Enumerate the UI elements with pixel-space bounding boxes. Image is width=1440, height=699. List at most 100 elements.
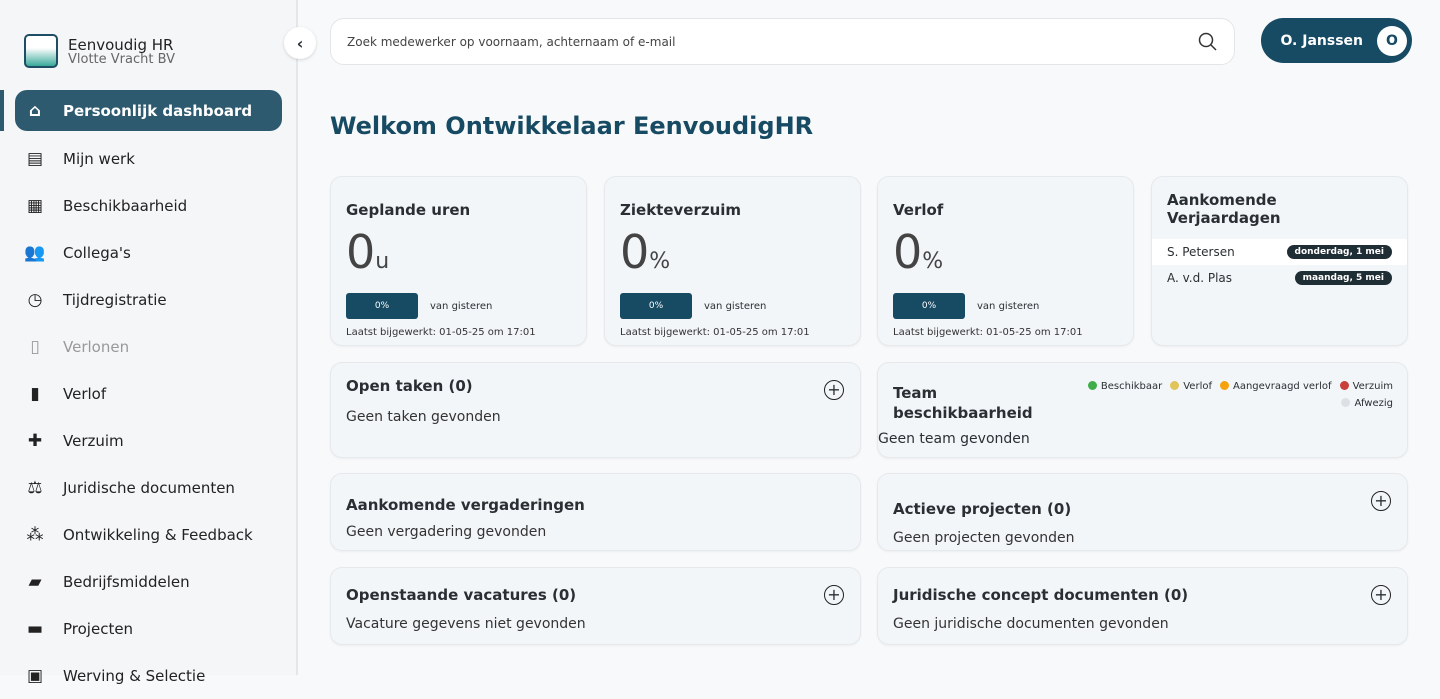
legend-label: Verlof — [1183, 381, 1212, 392]
stat-value-row: 0% — [620, 227, 845, 287]
home-icon: ⌂ — [28, 100, 42, 121]
birthday-item: A. v.d. Plas maandag, 5 mei — [1152, 265, 1407, 291]
sidebar-item-verzuim[interactable]: ✚ Verzuim — [15, 417, 282, 464]
sidebar-item-label: Projecten — [63, 619, 134, 638]
vacancies-card: Openstaande vacatures (0) + Vacature geg… — [330, 567, 861, 645]
birthday-name: A. v.d. Plas — [1167, 271, 1233, 285]
briefcase-icon: ▣ — [26, 665, 44, 686]
stat-change-row: 0% van gisteren — [346, 293, 571, 319]
sidebar-item-tijdregistratie[interactable]: ◷ Tijdregistratie — [15, 276, 282, 323]
birthdays-title: Aankomende Verjaardagen — [1167, 191, 1281, 227]
search-placeholder: Zoek medewerker op voornaam, achternaam … — [347, 34, 676, 49]
card-title: Open taken (0) — [346, 377, 473, 395]
sidebar-item-label: Mijn werk — [63, 149, 135, 168]
sidebar-item-label: Juridische documenten — [63, 478, 235, 497]
page-title: Welkom Ontwikkelaar EenvoudigHR — [330, 112, 814, 140]
stat-title: Ziekteverzuim — [620, 201, 742, 219]
sidebar-item-ontwikkeling-feedback[interactable]: ⁂ Ontwikkeling & Feedback — [15, 511, 282, 558]
chevron-left-icon: ‹ — [296, 33, 304, 53]
calendar-icon: ▦ — [26, 195, 44, 216]
stat-value: 0 — [893, 225, 923, 279]
card-title: Openstaande vacatures (0) — [346, 586, 577, 604]
sidebar-item-label: Werving & Selectie — [63, 666, 206, 685]
user-menu-button[interactable]: O. Janssen O — [1261, 18, 1412, 63]
add-task-button[interactable]: + — [824, 380, 844, 400]
team-availability-card: Team beschikbaarheid Beschikbaar Verlof Aa… — [877, 362, 1408, 458]
avatar: O — [1377, 25, 1407, 56]
sidebar-item-label: Collega's — [63, 243, 131, 262]
stat-title: Geplande uren — [346, 201, 471, 219]
sidebar-item-label: Beschikbaarheid — [63, 196, 188, 215]
empty-message: Geen vergadering gevonden — [346, 524, 547, 540]
list-icon: ▤ — [26, 148, 44, 169]
sidebar: Eenvoudig HR Vlotte Vracht BV ⌂ Persoonli… — [0, 0, 298, 686]
stat-title: Verlof — [893, 201, 944, 219]
stat-value: 0 — [620, 225, 650, 279]
sidebar-item-label: Verlonen — [63, 337, 130, 356]
change-label: van gisteren — [430, 300, 493, 312]
scale-icon: ⚖ — [27, 477, 43, 498]
stat-card: Ziekteverzuim 0% 0% van gisteren Laatst b… — [604, 176, 861, 346]
add-project-button[interactable]: + — [1371, 491, 1391, 511]
birthday-item: S. Petersen donderdag, 1 mei — [1152, 239, 1407, 265]
people-icon: 👥 — [24, 242, 46, 263]
active-marker — [0, 90, 4, 131]
app-name: Eenvoudig HR — [68, 36, 174, 54]
legend-label: Aangevraagd verlof — [1232, 381, 1332, 392]
sidebar-item-projecten[interactable]: ▬ Projecten — [15, 605, 282, 652]
card-title: Juridische concept documenten (0) — [893, 586, 1189, 604]
stat-card: Verlof 0% 0% van gisteren Laatst bijgewer… — [877, 176, 1134, 346]
stat-unit: % — [649, 249, 671, 274]
sidebar-item-bedrijfsmiddelen[interactable]: ▰ Bedrijfsmiddelen — [15, 558, 282, 605]
sidebar-item-mijn-werk[interactable]: ▤ Mijn werk — [15, 135, 282, 182]
sidebar-item-beschikbaarheid[interactable]: ▦ Beschikbaarheid — [15, 182, 282, 229]
legend-item: Verlof — [1170, 381, 1212, 392]
medical-icon: ✚ — [27, 430, 43, 451]
open-tasks-card: Open taken (0) + Geen taken gevonden — [330, 362, 861, 458]
stat-value: 0 — [346, 225, 376, 279]
sidebar-item-label: Ontwikkeling & Feedback — [63, 525, 253, 544]
sidebar-item-label: Verlof — [63, 384, 107, 403]
sidebar-item-label: Persoonlijk dashboard — [63, 101, 253, 120]
stat-change-row: 0% van gisteren — [620, 293, 845, 319]
app-logo[interactable]: Eenvoudig HR Vlotte Vracht BV — [24, 34, 175, 68]
sidebar-nav: ⌂ Persoonlijk dashboard ▤ Mijn werk ▦ Beschik… — [15, 90, 282, 699]
change-badge: 0% — [893, 293, 965, 319]
sidebar-item-juridische-documenten[interactable]: ⚖ Juridische documenten — [15, 464, 282, 511]
stat-unit: u — [375, 249, 390, 274]
company-name: Vlotte Vracht BV — [68, 52, 176, 67]
legend-item: Afwezig — [1341, 398, 1393, 409]
sidebar-item-persoonlijk-dashboard[interactable]: ⌂ Persoonlijk dashboard — [15, 90, 282, 131]
sidebar-item-label: Tijdregistratie — [63, 290, 167, 309]
sidebar-item-verlof[interactable]: ▮ Verlof — [15, 370, 282, 417]
add-legal-document-button[interactable]: + — [1371, 585, 1391, 605]
status-dot-icon — [1170, 381, 1180, 390]
legend-label: Afwezig — [1354, 398, 1393, 409]
collapse-sidebar-button[interactable]: ‹ — [284, 27, 316, 59]
legend-item: Verzuim — [1339, 381, 1393, 392]
sidebar-item-verlonen[interactable]: ▯ Verlonen — [15, 323, 282, 370]
card-title: Actieve projecten (0) — [893, 500, 1072, 518]
sidebar-item-label: Verzuim — [63, 431, 124, 450]
last-updated: Laatst bijgewerkt: 01-05-25 om 17:01 — [346, 327, 536, 338]
last-updated: Laatst bijgewerkt: 01-05-25 om 17:01 — [893, 327, 1083, 338]
add-vacancy-button[interactable]: + — [824, 585, 844, 605]
birthday-name: S. Petersen — [1167, 245, 1235, 259]
status-dot-icon — [1341, 398, 1351, 407]
folders-icon: ▰ — [28, 571, 42, 592]
folder-icon: ▬ — [26, 618, 44, 639]
legend-label: Verzuim — [1352, 381, 1393, 392]
sidebar-item-collega-s[interactable]: 👥 Collega's — [15, 229, 282, 276]
empty-message: Geen team gevonden — [878, 431, 1030, 447]
clipboard-clock-icon: ◷ — [27, 289, 43, 310]
stat-unit: % — [922, 249, 944, 274]
stat-value-row: 0u — [346, 227, 571, 287]
legend-item: Beschikbaar — [1087, 381, 1162, 392]
birthday-date: maandag, 5 mei — [1294, 271, 1392, 285]
stat-card: Geplande uren 0u 0% van gisteren Laatst b… — [330, 176, 587, 346]
sidebar-item-werving-selectie[interactable]: ▣ Werving & Selectie — [15, 652, 282, 699]
search-input[interactable]: Zoek medewerker op voornaam, achternaam … — [330, 18, 1235, 65]
meetings-card: Aankomende vergaderingen Geen vergaderin… — [330, 473, 861, 551]
stat-value-row: 0% — [893, 227, 1118, 287]
receipt-icon: ▯ — [30, 336, 40, 357]
